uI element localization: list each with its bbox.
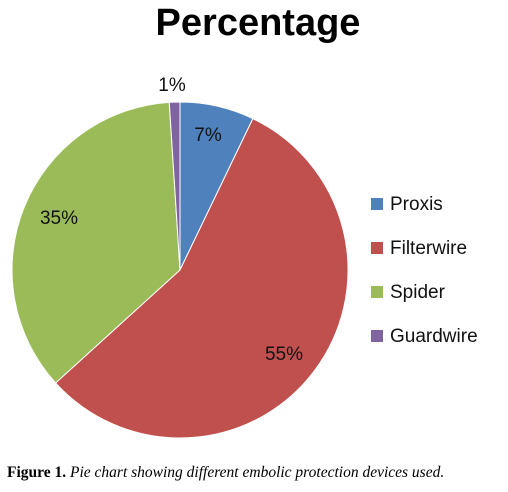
legend: Proxis Filterwire Spider Guardwire xyxy=(371,194,478,347)
legend-label-filterwire: Filterwire xyxy=(390,238,467,259)
pie-slices xyxy=(11,101,349,439)
caption-text: Pie chart showing different embolic prot… xyxy=(70,464,445,481)
slice-label-proxis: 7% xyxy=(194,125,222,146)
slice-guardwire xyxy=(168,101,181,271)
slice-filterwire xyxy=(54,117,349,439)
pie-chart: Percentage 7% 55% 35% 1% Proxis Filterwire Sp… xyxy=(11,2,478,439)
legend-swatch-spider xyxy=(371,286,383,298)
slice-label-filterwire: 55% xyxy=(265,344,303,365)
legend-label-guardwire: Guardwire xyxy=(390,326,478,347)
figure-caption: Figure 1. Pie chart showing different em… xyxy=(7,464,507,482)
caption-label: Figure 1. xyxy=(7,464,67,481)
slice-spider xyxy=(11,101,181,384)
legend-label-proxis: Proxis xyxy=(390,194,443,215)
slice-labels: 7% 55% 35% 1% xyxy=(40,75,303,365)
slice-label-guardwire: 1% xyxy=(158,75,186,96)
legend-label-spider: Spider xyxy=(390,282,446,303)
legend-swatch-guardwire xyxy=(371,330,383,342)
legend-swatch-filterwire xyxy=(371,242,383,254)
chart-title: Percentage xyxy=(156,2,361,44)
slice-label-spider: 35% xyxy=(40,208,78,229)
legend-swatch-proxis xyxy=(371,198,383,210)
